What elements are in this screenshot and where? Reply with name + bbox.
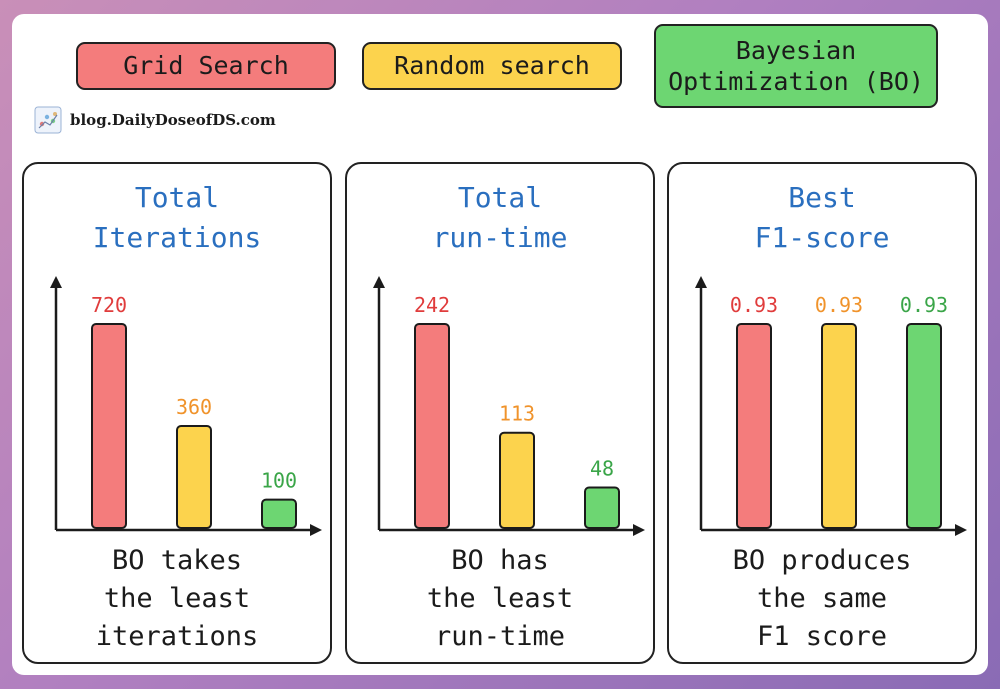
data-label-3: 0.93 — [900, 293, 948, 317]
bar-3 — [906, 323, 942, 529]
bar-1 — [91, 323, 127, 529]
x-axis-arrow — [633, 524, 645, 536]
data-label-3: 48 — [590, 457, 614, 481]
panel-title-line1: Best — [788, 181, 856, 214]
chart-logo-icon — [34, 106, 62, 134]
site-url: blog.DailyDoseofDS.com — [70, 111, 276, 129]
bar-2 — [499, 431, 535, 529]
panel-title-line1: Total — [134, 181, 220, 214]
x-axis-arrow — [955, 524, 967, 536]
panel-note-line1: BO has — [451, 545, 549, 576]
panel-total-runtime: Total run-time 242 113 48 BO has the least… — [345, 162, 655, 664]
data-label-1: 0.93 — [730, 293, 778, 317]
panel-note: BO produces the same F1 score — [669, 542, 975, 656]
panel-total-iterations: Total Iterations 720 360 100 BO takes the … — [22, 162, 332, 664]
panel-title-line2: run-time — [432, 221, 568, 254]
y-axis-arrow — [695, 276, 707, 288]
panel-title: Total run-time — [347, 178, 653, 258]
legend-grid-search: Grid Search — [76, 42, 336, 90]
panel-note-line1: BO takes — [111, 545, 243, 576]
panel-note-line3: iterations — [95, 621, 259, 652]
bar-3 — [261, 498, 297, 529]
bar-1 — [736, 323, 772, 529]
data-label-2: 360 — [176, 395, 212, 419]
panel-note-line2: the least — [426, 583, 574, 614]
panel-best-f1-score: Best F1-score 0.93 0.93 0.93 BO produces t… — [667, 162, 977, 664]
panel-note-line3: run-time — [434, 621, 566, 652]
panel-note-line3: F1 score — [756, 621, 888, 652]
data-label-1: 720 — [91, 293, 127, 317]
bar-2 — [821, 323, 857, 529]
legend-bayesian-optimization: Bayesian Optimization (BO) — [654, 24, 938, 108]
y-axis-arrow — [50, 276, 62, 288]
bar-3 — [584, 486, 620, 530]
legend-random-search-label: Random search — [394, 51, 590, 81]
panel-title-line2: Iterations — [92, 221, 262, 254]
legend-bo-label-line2: Optimization (BO) — [668, 67, 924, 96]
panel-note-line1: BO produces — [732, 545, 912, 576]
data-label-1: 242 — [414, 293, 450, 317]
panel-title: Best F1-score — [669, 178, 975, 258]
panel-note: BO has the least run-time — [347, 542, 653, 656]
data-label-3: 100 — [261, 469, 297, 493]
x-axis-arrow — [310, 524, 322, 536]
chart-total-iterations: 720 360 100 — [50, 276, 322, 536]
panel-note: BO takes the least iterations — [24, 542, 330, 656]
bar-2 — [176, 425, 212, 529]
panel-title: Total Iterations — [24, 178, 330, 258]
panel-note-line2: the same — [756, 583, 888, 614]
data-label-2: 113 — [499, 402, 535, 426]
legend-bo-label-line1: Bayesian — [735, 35, 857, 65]
y-axis-arrow — [373, 276, 385, 288]
site-credit: blog.DailyDoseofDS.com — [34, 106, 276, 134]
panel-title-line1: Total — [457, 181, 543, 214]
panel-title-line2: F1-score — [754, 221, 890, 254]
data-label-2: 0.93 — [815, 293, 863, 317]
bar-1 — [414, 323, 450, 529]
infographic-card: Grid Search Random search Bayesian Optim… — [12, 14, 988, 675]
legend-random-search: Random search — [362, 42, 622, 90]
chart-best-f1-score: 0.93 0.93 0.93 — [695, 276, 967, 536]
panel-note-line2: the least — [103, 583, 251, 614]
legend-grid-search-label: Grid Search — [123, 51, 289, 81]
chart-total-runtime: 242 113 48 — [373, 276, 645, 536]
